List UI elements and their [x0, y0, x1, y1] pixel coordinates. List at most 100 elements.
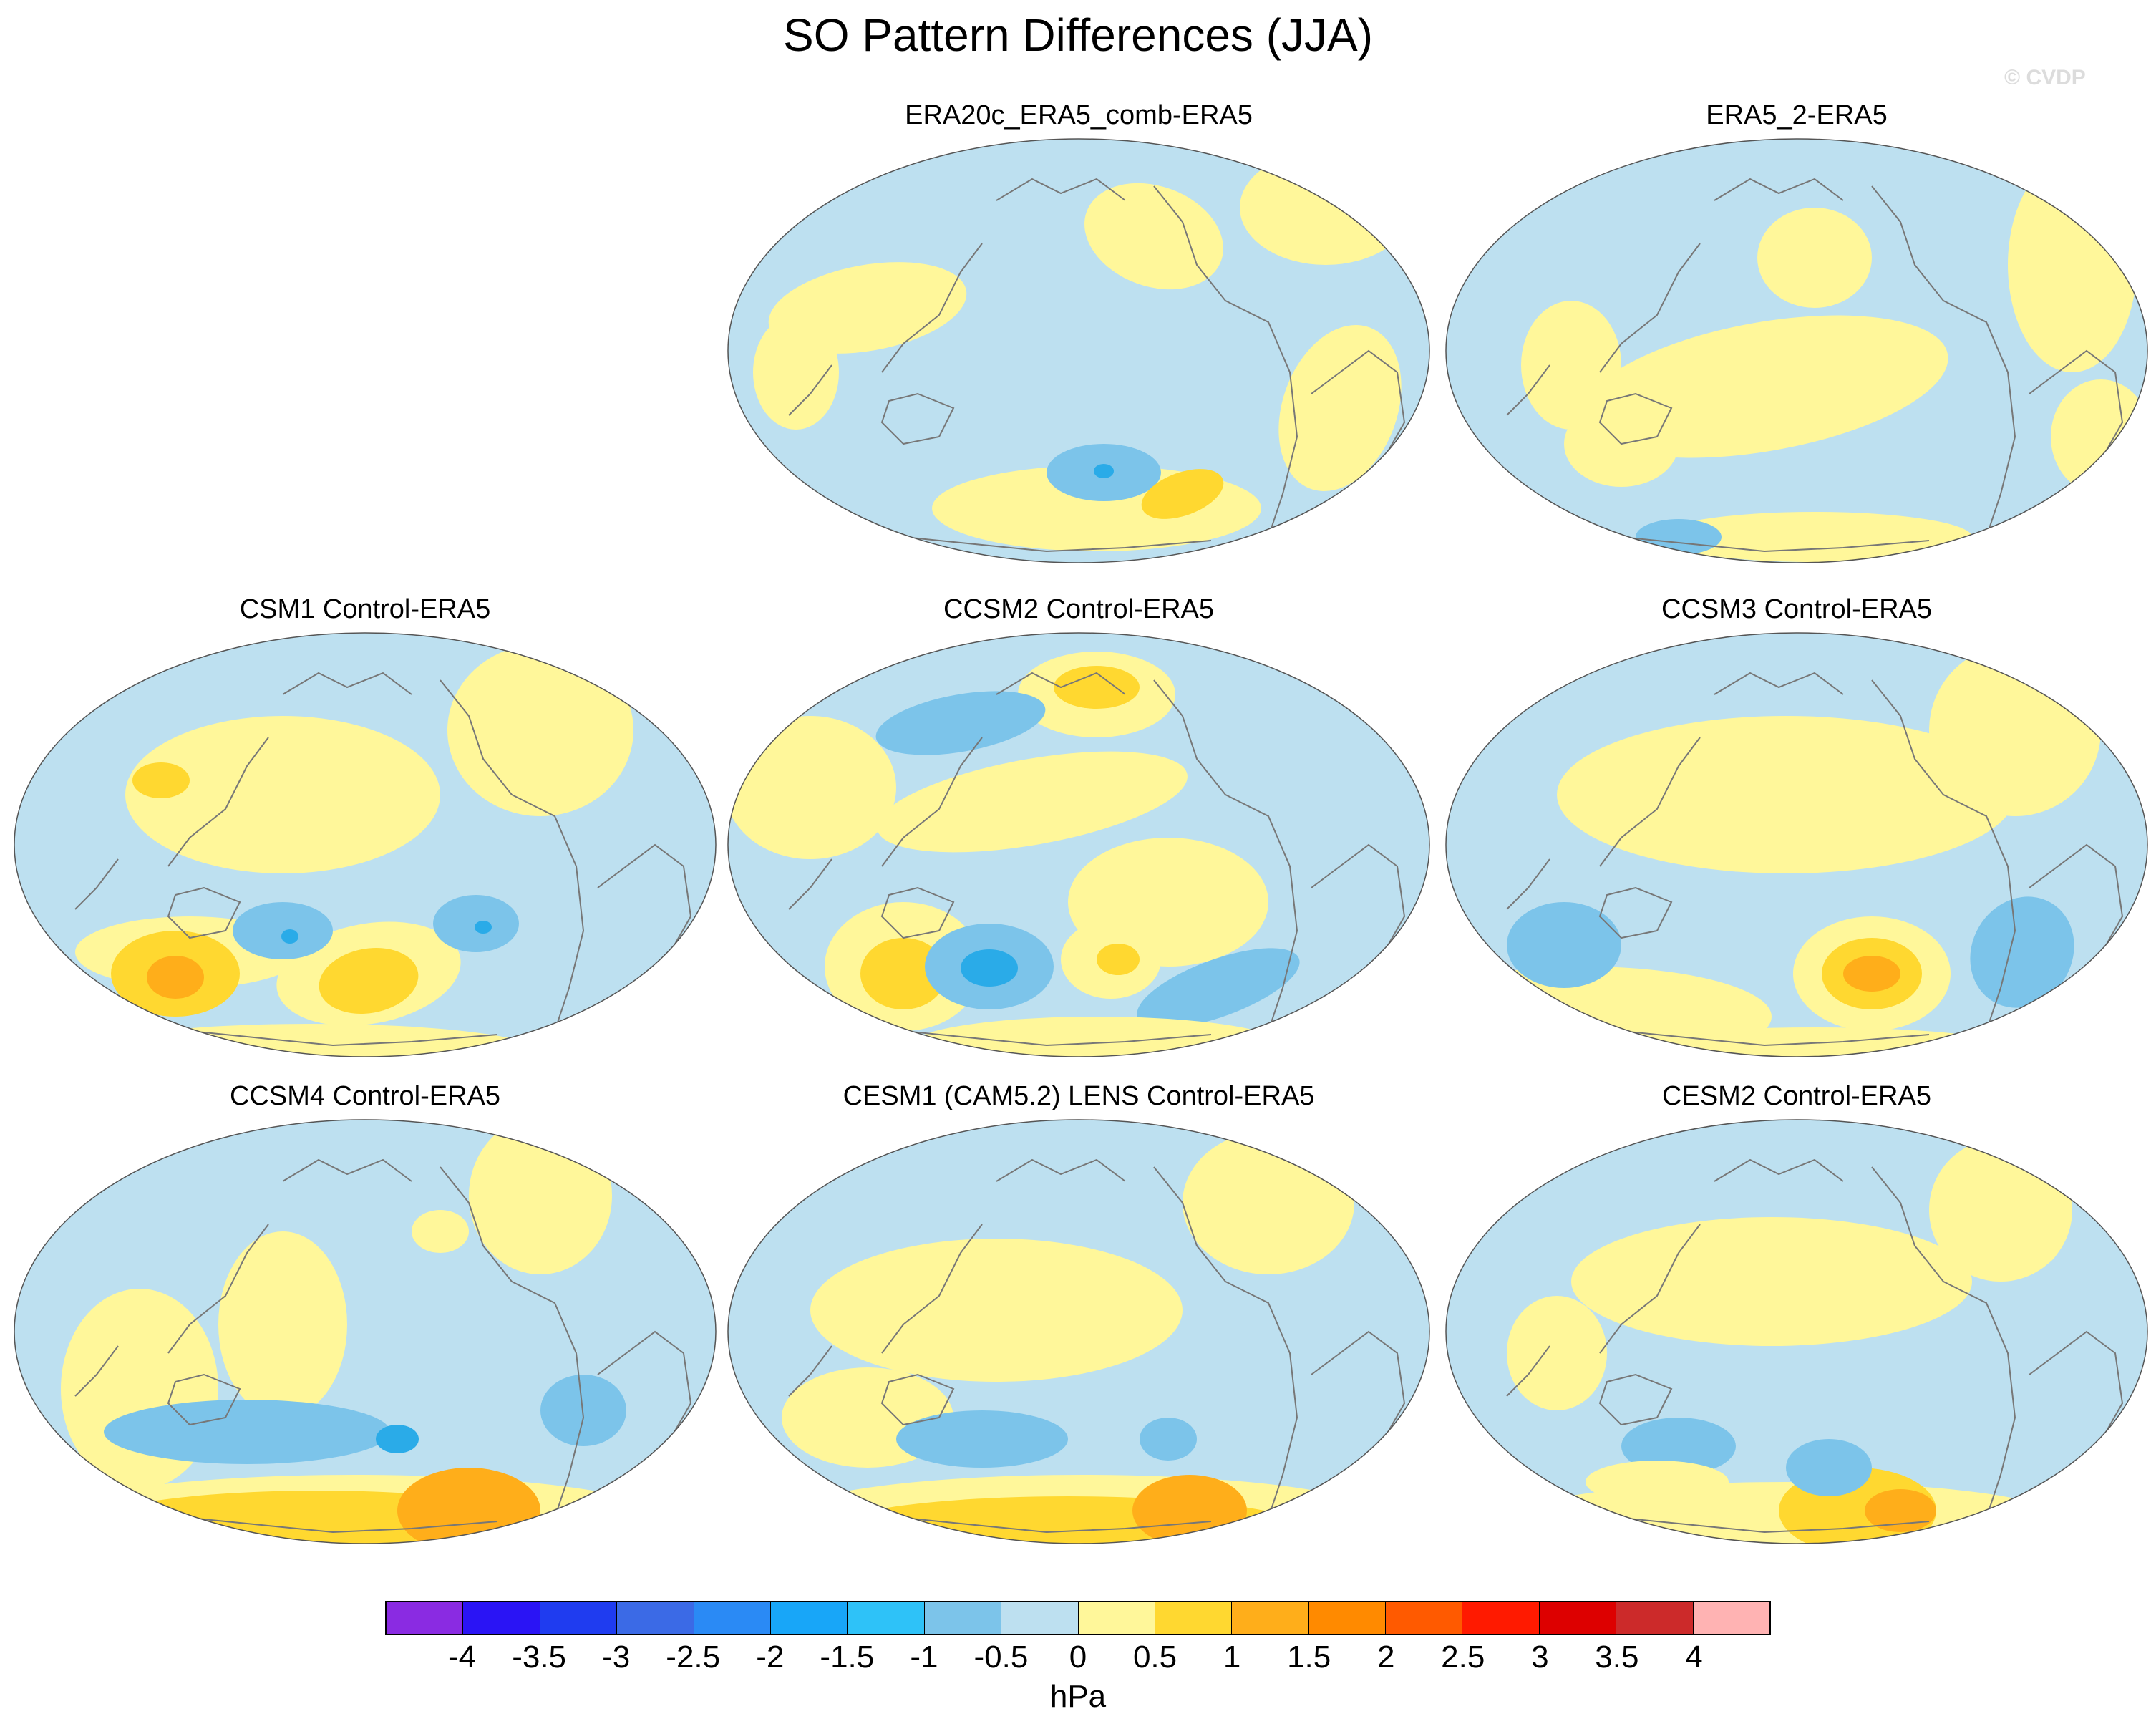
positive-anomaly: [1084, 183, 1223, 290]
colorbar-swatch: [1386, 1602, 1463, 1634]
colorbar-units: hPa: [1049, 1679, 1107, 1714]
coastline: [1598, 392, 1673, 445]
positive-anomaly: [1571, 1217, 1972, 1346]
negative-anomaly: [433, 895, 519, 952]
map-outline: [727, 1119, 1430, 1544]
colorbar-swatch: [694, 1602, 771, 1634]
coastline: [903, 536, 1212, 553]
coastline: [788, 858, 832, 910]
map-panel-ccsm2: CCSM2 Control-ERA5: [724, 594, 1433, 1095]
colorbar-swatch: [1232, 1602, 1309, 1634]
positive-anomaly: [82, 1024, 540, 1057]
map-outline: [1445, 138, 2148, 563]
coastline: [1621, 1030, 1930, 1047]
coastline: [1621, 536, 1930, 553]
cvdp-watermark: © CVDP: [2004, 66, 2086, 89]
map-outline: [1445, 632, 2148, 1057]
colorbar-tick-label: -0.5: [973, 1640, 1029, 1675]
coastline: [996, 672, 1126, 695]
coastline: [189, 1030, 498, 1047]
colorbar-swatch: [924, 1602, 1002, 1634]
coastline: [996, 1158, 1126, 1182]
colorbar-swatch: [387, 1602, 464, 1634]
map-field: [728, 633, 1429, 1057]
colorbar-swatch: [1155, 1602, 1233, 1634]
positive-anomaly: [1657, 512, 1972, 562]
negative-anomaly: [376, 1425, 419, 1453]
coastline: [1598, 1373, 1673, 1426]
negative-anomaly: [1786, 1439, 1872, 1496]
coastline: [996, 178, 1126, 201]
negative-anomaly: [875, 691, 1046, 755]
colorbar-tick-label: -3: [602, 1640, 631, 1675]
negative-anomaly: [233, 902, 333, 959]
positive-anomaly: [2008, 1181, 2065, 1267]
positive-anomaly: [753, 315, 839, 430]
map-field: [728, 139, 1429, 563]
positive-anomaly: [1557, 716, 2015, 873]
positive-anomaly: [1757, 208, 1872, 308]
positive-anomaly: [1054, 666, 1140, 709]
map-field: [14, 1120, 716, 1544]
colorbar-tick-label: 1: [1223, 1640, 1241, 1675]
positive-anomaly: [877, 751, 1188, 853]
coastline: [881, 243, 983, 373]
map-panel-cesm1-lens: CESM1 (CAM5.2) LENS Control-ERA5: [724, 1081, 1433, 1582]
coastline: [167, 1224, 269, 1354]
coastline: [903, 1030, 1212, 1047]
negative-anomaly: [1507, 902, 1621, 988]
positive-anomaly: [860, 938, 946, 1009]
coastline: [880, 1373, 955, 1426]
positive-anomaly: [125, 716, 440, 873]
panel-title: CESM2 Control-ERA5: [1662, 1081, 1931, 1111]
map-panel-era5-2: ERA5_2-ERA5: [1442, 100, 2151, 601]
negative-anomaly: [104, 1400, 390, 1464]
positive-anomaly: [1097, 944, 1140, 975]
colorbar-swatch: [770, 1602, 848, 1634]
map-era20c: [727, 138, 1430, 563]
coastline: [189, 1517, 498, 1534]
colorbar-tick-label: 0: [1069, 1640, 1087, 1675]
positive-anomaly: [810, 1239, 1183, 1382]
colorbar-tick-label: 2: [1376, 1640, 1395, 1675]
coastline: [440, 679, 585, 1032]
map-panel-ccsm3: CCSM3 Control-ERA5: [1442, 594, 2151, 1095]
coastline: [74, 858, 119, 910]
panel-title: ERA5_2-ERA5: [1706, 100, 1888, 130]
figure-title: SO Pattern Differences (JJA): [783, 9, 1373, 61]
coastline: [440, 1166, 585, 1519]
positive-anomaly: [412, 1210, 469, 1253]
colorbar-tick-label: 0.5: [1132, 1640, 1177, 1675]
coastline: [1599, 1224, 1701, 1354]
map-cesm1-lens: [727, 1119, 1430, 1544]
colorbar-swatch: [463, 1602, 540, 1634]
colorbar-tick-label: -1: [910, 1640, 938, 1675]
coastline: [1714, 178, 1844, 201]
negative-anomaly: [1140, 1418, 1197, 1461]
negative-anomaly: [1094, 464, 1114, 478]
colorbar-tick-label: 3.5: [1595, 1640, 1639, 1675]
negative-anomaly: [896, 1410, 1068, 1468]
coastline: [1871, 679, 2016, 1032]
positive-anomaly: [911, 1017, 1283, 1057]
positive-anomaly: [728, 716, 896, 859]
colorbar-tick-label: -3.5: [512, 1640, 567, 1675]
colorbar-tick-label: -4: [447, 1640, 477, 1675]
colorbar-tick-label: -1.5: [820, 1640, 875, 1675]
colorbar-swatch: [848, 1602, 925, 1634]
coastline: [881, 737, 983, 867]
positive-anomaly: [1507, 1296, 1607, 1410]
coastline: [1506, 364, 1550, 416]
positive-anomaly: [1183, 1131, 1354, 1274]
negative-anomaly: [281, 929, 298, 944]
coastline: [1506, 1345, 1550, 1397]
map-field: [1446, 633, 2147, 1057]
map-ccsm4: [14, 1119, 717, 1544]
coastline: [1621, 1517, 1930, 1534]
colorbar-swatch: [1078, 1602, 1155, 1634]
map-csm1: [14, 632, 717, 1057]
coastline: [788, 1345, 832, 1397]
map-panel-era20c: ERA20c_ERA5_comb-ERA5: [724, 100, 1433, 601]
coastline: [1714, 1158, 1844, 1182]
positive-anomaly: [1850, 741, 1893, 777]
